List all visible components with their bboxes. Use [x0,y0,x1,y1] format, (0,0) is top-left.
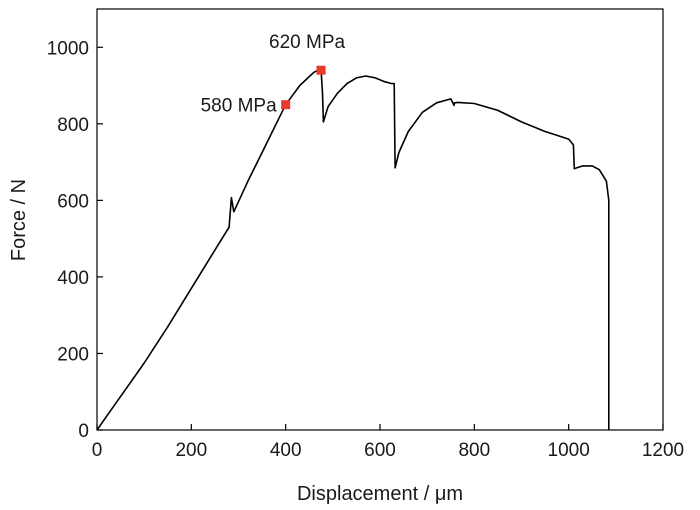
y-tick-label: 600 [57,191,89,212]
y-tick-label: 800 [57,115,89,136]
x-tick-label: 0 [92,440,103,461]
annotations: 580 MPa 620 MPa [201,32,346,116]
axis-ticks [96,46,664,431]
axis-tick-labels: 0 200 400 600 800 1000 1200 0 200 400 600 800 1000 [47,38,684,461]
stress-marker [316,65,326,75]
y-tick-label: 400 [57,268,89,289]
x-tick-label: 600 [364,440,396,461]
stress-label: 580 MPa [201,96,277,117]
x-tick-label: 200 [175,440,207,461]
x-axis-title: Displacement / μm [297,483,463,505]
stress-marker [281,100,291,110]
y-axis-title: Force / N [8,179,30,261]
plot-frame [96,8,664,431]
y-tick-label: 200 [57,344,89,365]
y-tick-label: 1000 [47,38,89,59]
x-tick-label: 1000 [548,440,590,461]
x-tick-label: 400 [270,440,302,461]
x-tick-label: 800 [458,440,490,461]
force-curve [96,68,610,431]
y-tick-label: 0 [78,421,89,442]
stress-label: 620 MPa [269,32,345,53]
x-tick-label: 1200 [642,440,684,461]
